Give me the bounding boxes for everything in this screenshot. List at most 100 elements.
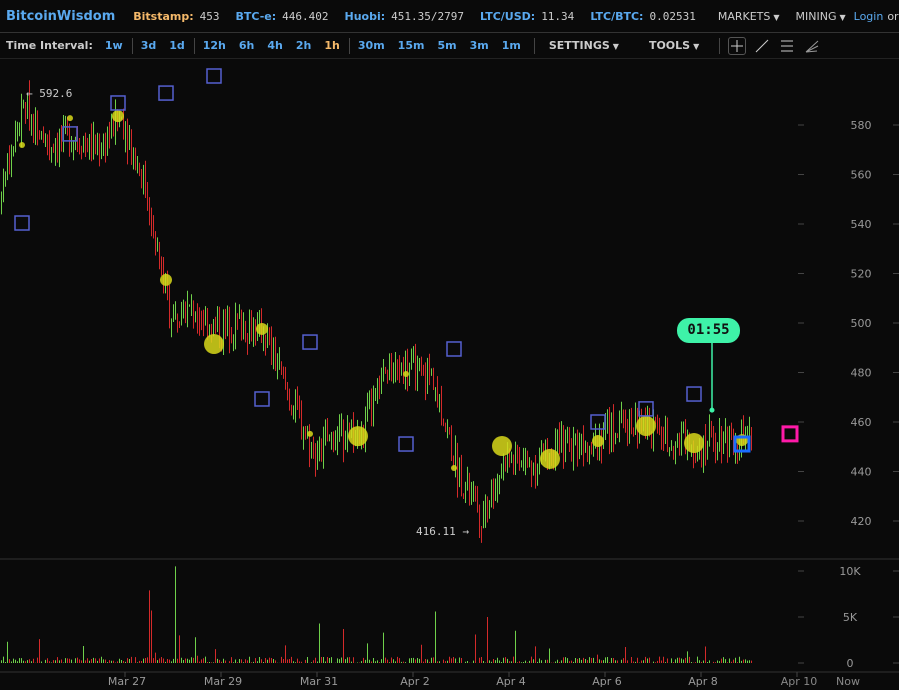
big-trade-marker (67, 115, 73, 122)
top-bar: BitcoinWisdom Bitstamp: 453 BTC-e: 446.402 H… (0, 0, 899, 33)
login-link[interactable]: Login (853, 9, 884, 23)
y-tick-label: 460 (851, 416, 872, 429)
big-trade-marker (684, 433, 704, 454)
mining-label: MINING (795, 9, 837, 23)
big-trade-marker (204, 334, 224, 355)
forecast-square (781, 425, 799, 443)
interval-30m[interactable]: 30m (357, 39, 385, 52)
x-tick-label: Mar 29 (204, 675, 242, 688)
order-square (254, 391, 270, 407)
settings-label: SETTINGS (548, 39, 610, 52)
x-tick-label: Apr 2 (400, 675, 430, 688)
x-tick-label: Now (836, 675, 860, 688)
interval-5m[interactable]: 5m (437, 39, 457, 52)
y-tick-label: 580 (851, 119, 872, 132)
interval-1w[interactable]: 1w (104, 39, 123, 52)
interval-15m[interactable]: 15m (397, 39, 425, 52)
divider (193, 37, 195, 54)
or-text: or (887, 9, 899, 23)
interval-1m[interactable]: 1m (501, 39, 521, 52)
big-trade-marker (492, 436, 512, 457)
tools-label: TOOLS (648, 39, 691, 52)
trend-line-icon[interactable] (753, 37, 771, 55)
order-square (110, 95, 126, 111)
countdown-badge: 01:55 (677, 318, 740, 343)
order-square (686, 386, 702, 402)
order-square (638, 401, 654, 417)
current-price-square (733, 435, 751, 453)
big-trade-marker (307, 430, 313, 437)
order-square (14, 215, 30, 231)
order-square (158, 85, 174, 101)
order-square (398, 436, 414, 452)
big-trade-marker (256, 322, 268, 335)
ticker-label: LTC/USD: (480, 9, 536, 23)
order-square (590, 414, 606, 430)
ticker-value: 446.402 (282, 9, 329, 23)
interval-2h[interactable]: 2h (295, 39, 312, 52)
ticker-label: Bitstamp: (133, 9, 194, 23)
big-trade-marker (348, 426, 368, 447)
caret-down-icon: ▼ (612, 42, 619, 51)
caret-down-icon: ▼ (693, 42, 700, 51)
fan-icon[interactable] (803, 37, 821, 55)
y-tick-label: 480 (851, 367, 872, 380)
ticker-label: BTC-e: (235, 9, 277, 23)
ticker-value: 453 (199, 9, 220, 23)
order-square (62, 126, 78, 142)
y-tick-label: 440 (851, 466, 872, 479)
caret-down-icon: ▼ (773, 12, 780, 22)
brand-logo[interactable]: BitcoinWisdom (6, 8, 116, 24)
ticker-value: 0.02531 (649, 9, 696, 23)
interval-6h[interactable]: 6h (238, 39, 255, 52)
crosshair-icon[interactable] (728, 36, 747, 55)
big-trade-marker (636, 415, 656, 436)
y-tick-label: 500 (851, 317, 872, 330)
order-square (302, 334, 318, 350)
chart-toolbar: Time Interval: 1w 3d 1d 12h 6h 4h 2h 1h 30m 15m 5m… (0, 33, 899, 59)
big-trade-marker (160, 273, 172, 286)
time-interval-label: Time Interval: (6, 39, 93, 52)
x-tick-label: Mar 31 (300, 675, 338, 688)
x-tick-label: Mar 27 (108, 675, 146, 688)
low-label: 416.11 → (416, 525, 469, 538)
x-tick-label: Apr 8 (688, 675, 718, 688)
settings-menu[interactable]: SETTINGS ▼ (549, 39, 619, 52)
divider (348, 37, 350, 54)
interval-1h[interactable]: 1h (324, 39, 340, 52)
volume-tick-label: 5K (843, 611, 858, 624)
order-square (446, 341, 462, 357)
volume-tick-label: 0 (847, 657, 854, 670)
y-tick-label: 540 (851, 218, 872, 231)
ticker-value: 451.35/2797 (391, 9, 465, 23)
countdown-dot (709, 407, 715, 413)
markets-menu[interactable]: MARKETS ▼ (718, 10, 780, 23)
y-tick-label: 560 (851, 169, 872, 182)
x-tick-label: Apr 6 (592, 675, 622, 688)
x-tick-label: Apr 4 (496, 675, 526, 688)
big-trade-marker (540, 448, 560, 469)
big-trade-marker (592, 435, 604, 448)
divider (131, 37, 133, 54)
y-tick-label: 420 (851, 515, 872, 528)
markets-label: MARKETS (717, 9, 771, 23)
big-trade-marker (112, 110, 124, 123)
horizontal-lines-icon[interactable] (778, 37, 796, 55)
big-trade-marker (451, 465, 457, 472)
interval-12h[interactable]: 12h (202, 39, 226, 52)
caret-down-icon: ▼ (839, 12, 846, 22)
interval-3d[interactable]: 3d (140, 39, 157, 52)
high-label: ← 592.6 (26, 87, 73, 100)
interval-4h[interactable]: 4h (267, 39, 283, 52)
tools-menu[interactable]: TOOLS ▼ (649, 39, 699, 52)
price-chart[interactable]: 420 440 460 480 500 520 540 560 580 0 5K 10K Mar 27 M… (0, 59, 899, 690)
divider (719, 37, 721, 54)
divider (533, 37, 535, 54)
mining-menu[interactable]: MINING ▼ (796, 10, 846, 23)
ticker-label: Huobi: (344, 9, 386, 23)
interval-3m[interactable]: 3m (469, 39, 489, 52)
big-trade-marker (403, 370, 409, 377)
volume-tick-label: 10K (839, 565, 861, 578)
y-tick-label: 520 (851, 268, 872, 281)
interval-1d[interactable]: 1d (169, 39, 185, 52)
